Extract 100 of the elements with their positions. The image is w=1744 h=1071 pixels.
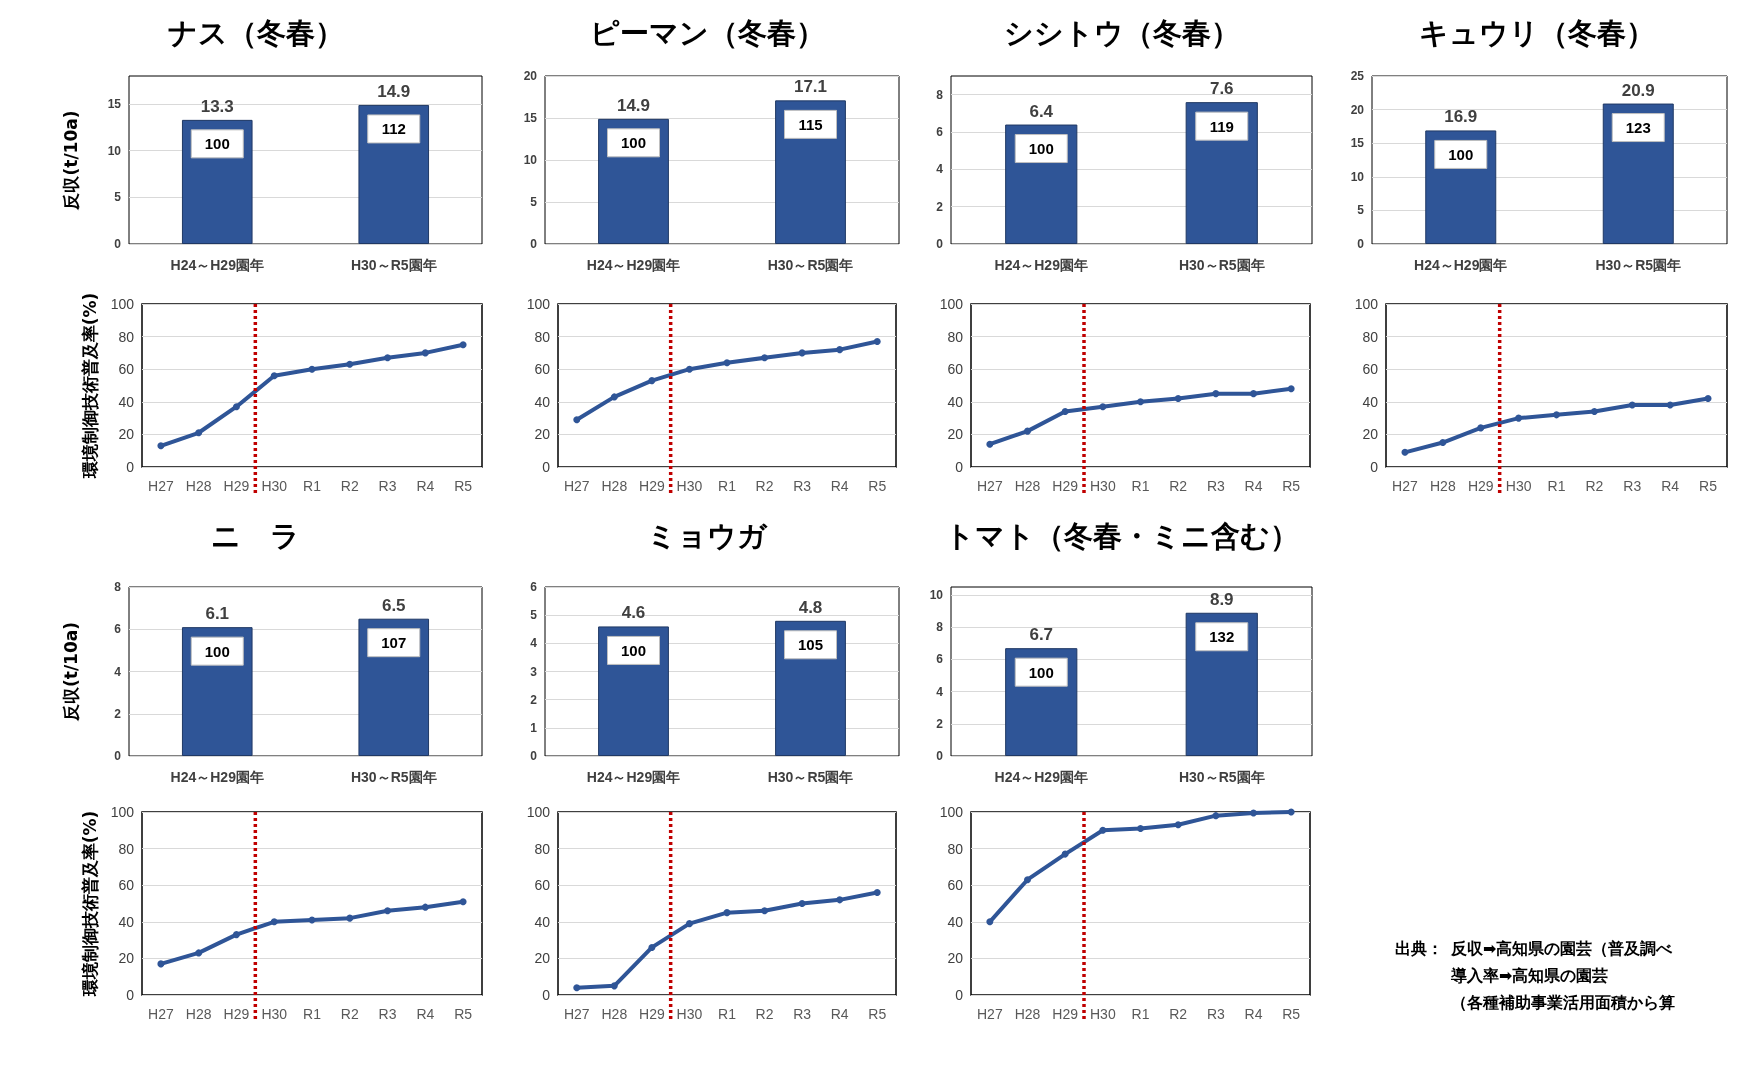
data-label: 14.9 [616,95,651,115]
point [1212,812,1220,820]
point [1250,809,1257,817]
point [421,349,429,357]
point [761,907,769,915]
y-tick-label: 0 [530,749,538,763]
y-tick-label: 100 [939,804,964,820]
y-tick-label: 60 [118,361,135,378]
point [1137,398,1144,406]
y-tick-label: 60 [947,361,964,378]
annotation: 107 [381,634,407,652]
chart-title: キュウリ（冬春） [1419,15,1655,50]
point [1704,395,1712,403]
data-label: 20.9 [1621,80,1655,100]
point [1061,850,1069,858]
x-tick-label: H28 [601,1006,628,1022]
point [270,372,278,380]
data-label: 6.4 [1029,101,1054,121]
x-tick-label: R2 [1169,1006,1188,1022]
x-tick-label: H24～H29園年 [170,257,264,273]
point [195,429,203,437]
x-tick-label: H30 [676,1006,703,1022]
x-tick-label: H24～H29園年 [1414,257,1508,273]
x-tick-label: H28 [1429,478,1456,494]
y-tick-label: 20 [523,69,538,83]
x-tick-label: H28 [1014,478,1041,494]
point [1024,427,1031,435]
point [157,960,165,968]
y-tick-label: 5 [114,190,122,205]
x-tick-label: R5 [868,1006,887,1022]
annotation: 132 [1209,628,1235,646]
x-tick-label: R4 [1244,1006,1263,1022]
y-tick-label: 100 [526,804,551,820]
y-tick-label: 15 [523,111,538,125]
x-tick-label: H30 [261,478,288,494]
y-tick-label: 5 [530,195,538,209]
annotation: 100 [620,134,647,152]
y-tick-label: 60 [947,877,964,894]
x-tick-label: H27 [148,1006,174,1022]
point [723,359,731,367]
annotation: 100 [1028,663,1054,681]
point [1666,401,1674,409]
y-tick-label: 4 [936,684,944,699]
x-tick-label: R5 [1699,478,1718,494]
point [1099,403,1107,411]
x-tick-label: H29 [1052,478,1079,494]
annotation: 119 [1209,117,1234,135]
x-tick-label: R4 [1244,478,1263,494]
point [836,346,844,354]
point [157,442,165,450]
y-tick-label: 0 [1370,459,1379,475]
x-tick-label: H27 [563,478,590,494]
x-tick-label: H29 [223,478,250,494]
x-tick-label: R2 [340,1006,359,1022]
annotation: 112 [381,120,406,138]
y-axis-title: 反収(t/10a) [60,621,81,723]
point [1061,408,1069,416]
y-tick-label: 40 [534,913,551,930]
data-label: 14.9 [377,81,411,101]
y-tick-label: 60 [118,877,135,894]
annotation: 100 [204,642,230,660]
y-tick-label: 100 [110,296,135,312]
y-tick-label: 80 [534,840,551,857]
y-tick-label: 0 [126,987,135,1003]
y-tick-label: 0 [936,749,944,763]
point [798,900,806,907]
x-tick-label: H30 [1505,478,1532,494]
y-tick-label: 80 [947,328,964,345]
x-tick-label: H27 [563,1006,590,1022]
y-tick-label: 5 [1357,203,1365,218]
y-axis-title: 環境制御技術普及率(%) [79,810,100,998]
y-tick-label: 80 [1362,328,1379,345]
data-label: 6.7 [1029,625,1054,645]
point [1515,414,1523,422]
y-tick-label: 40 [1362,393,1379,410]
annotation: 115 [798,115,823,133]
x-tick-label: H30 [1089,478,1116,494]
x-tick-label: R1 [1131,478,1150,494]
y-tick-label: 80 [118,328,135,345]
y-tick-label: 10 [107,143,122,158]
y-tick-label: 60 [1362,361,1379,378]
x-tick-label: R1 [1547,478,1566,494]
y-tick-label: 10 [929,588,944,603]
y-tick-label: 100 [526,296,551,312]
x-tick-label: H30～R5園年 [350,769,437,785]
y-tick-label: 20 [534,426,551,443]
point [1590,408,1598,416]
y-tick-label: 6 [936,125,944,139]
point [986,440,994,448]
x-tick-label: H28 [601,478,628,494]
y-tick-label: 8 [936,620,944,635]
annotation: 100 [620,641,647,659]
point [384,907,392,915]
point [610,393,618,401]
y-tick-label: 20 [534,950,551,967]
point [873,889,881,897]
point [1024,876,1031,884]
chart-title: トマト（冬春・ミニ含む） [945,518,1299,553]
x-tick-label: H24～H29園年 [586,257,681,273]
y-tick-label: 80 [947,840,964,857]
